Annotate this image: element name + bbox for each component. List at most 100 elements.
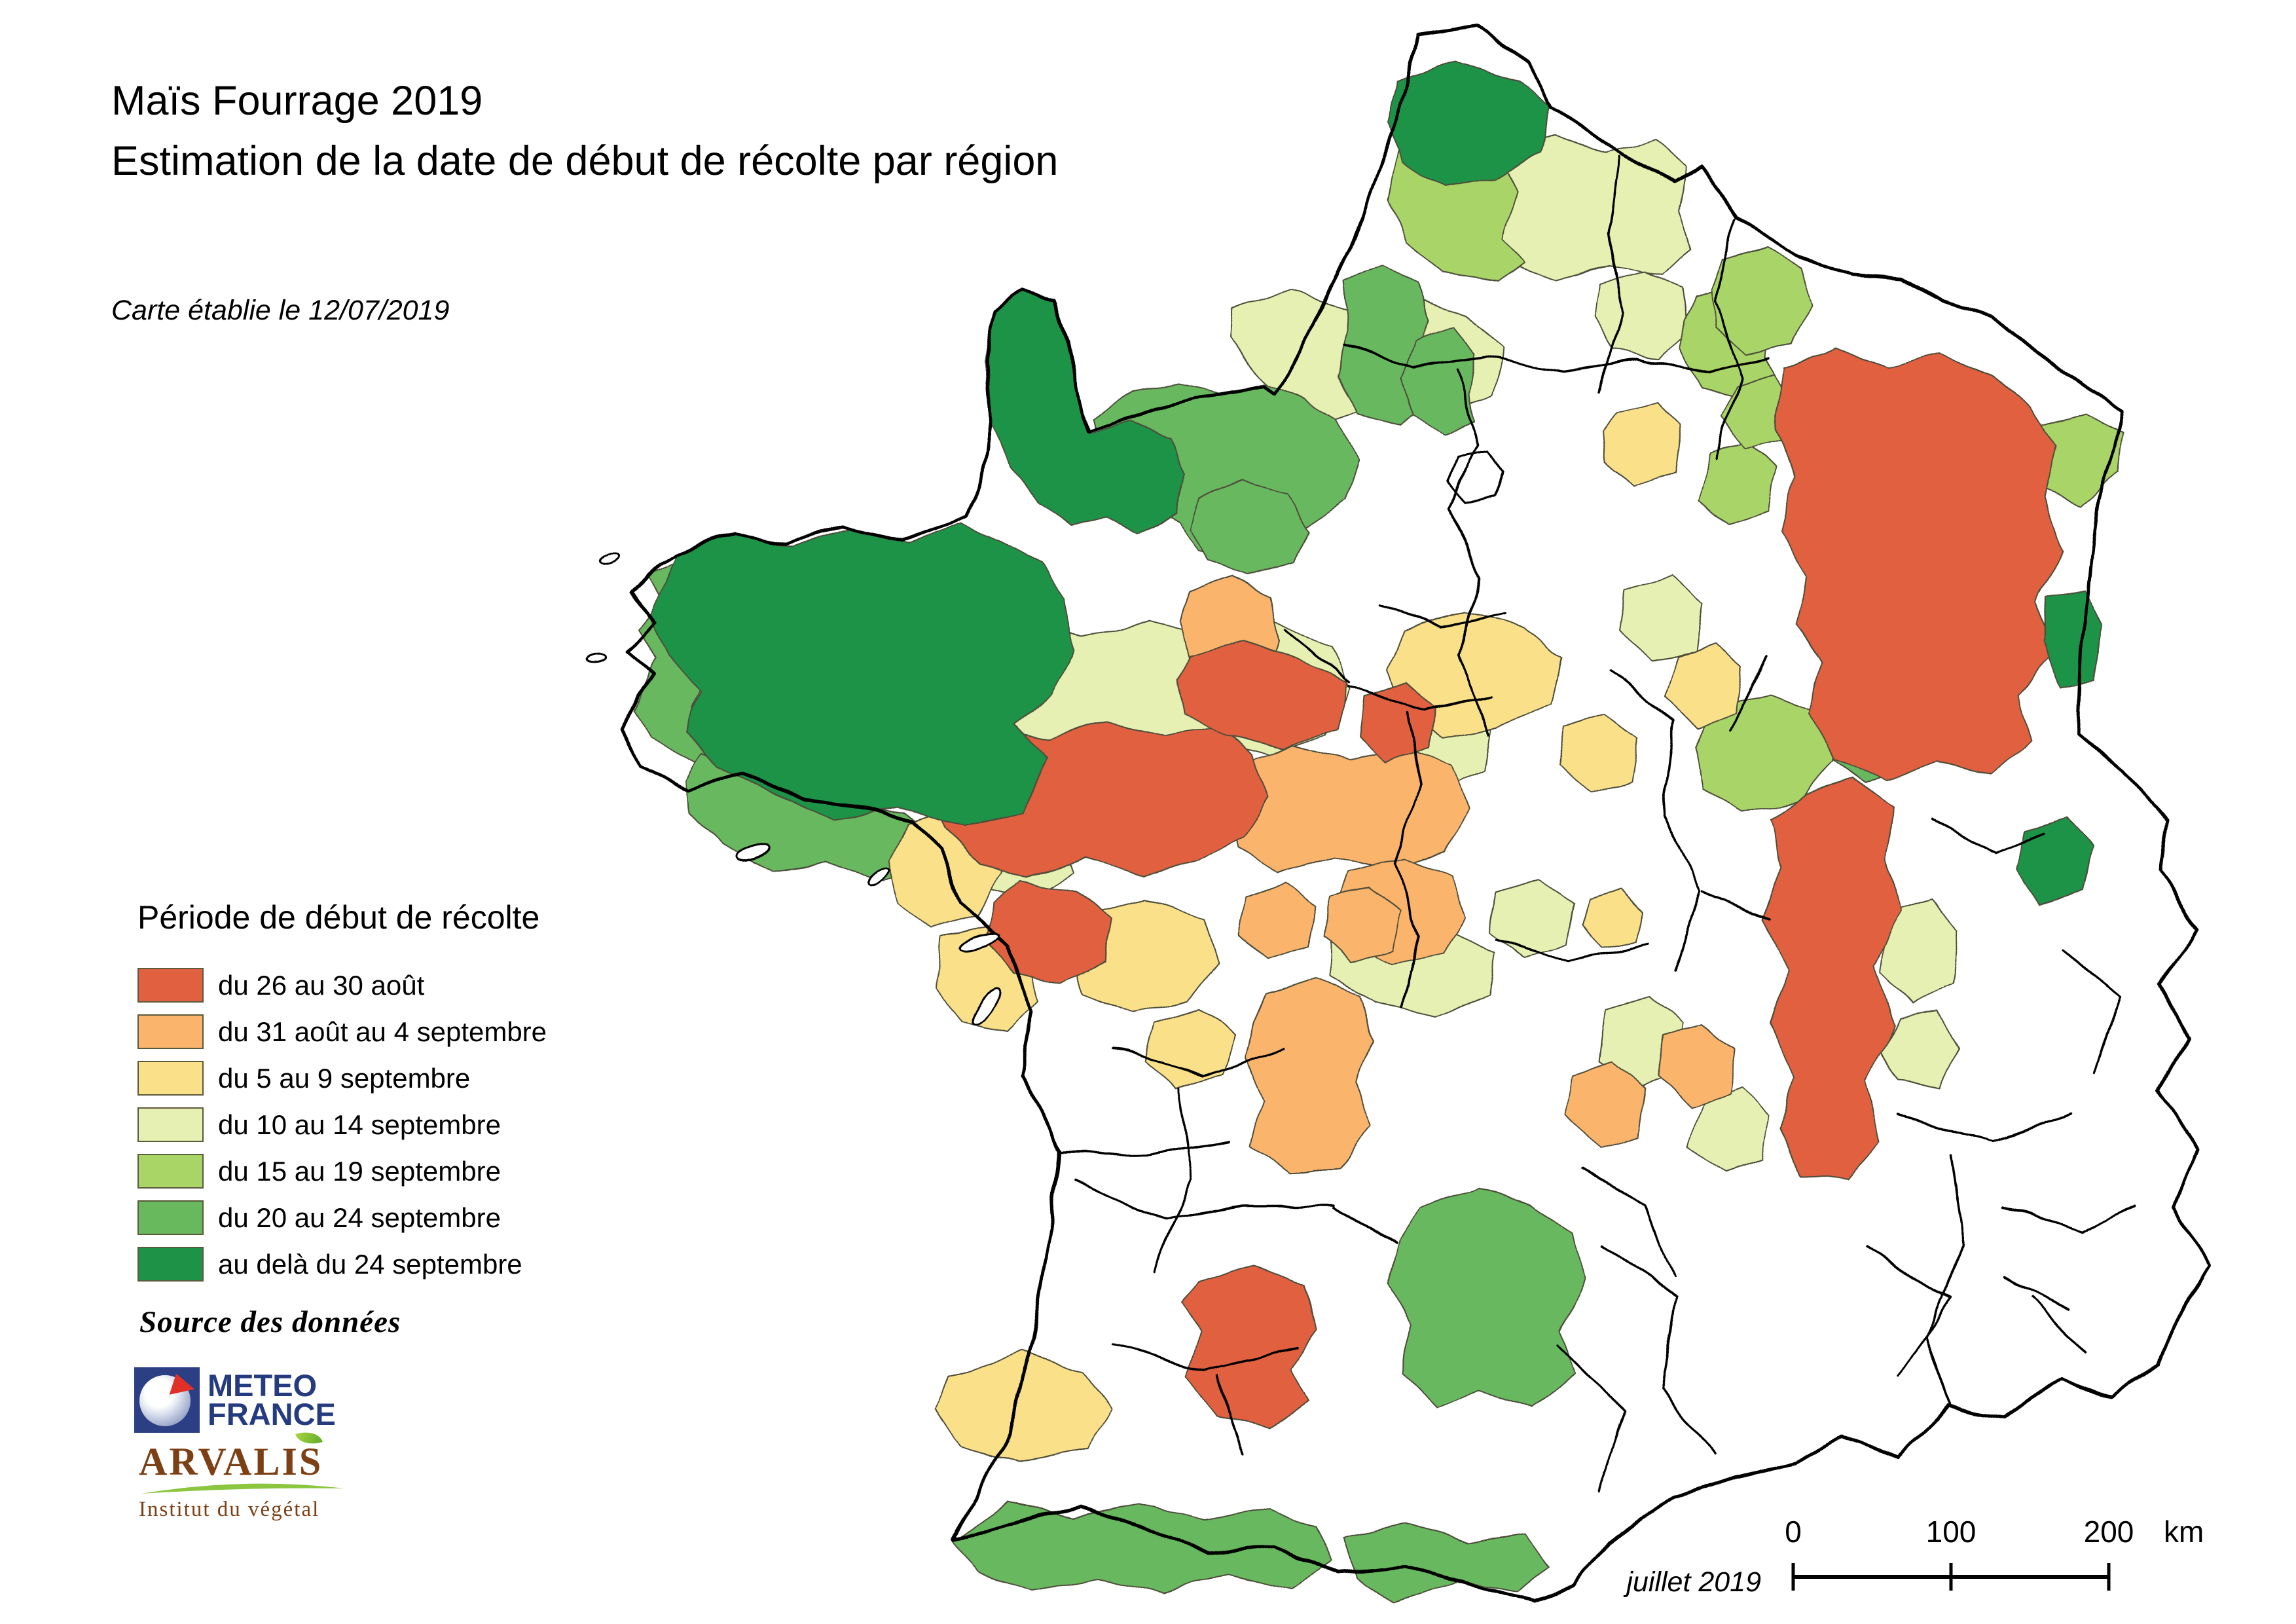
department-border (1580, 1166, 1674, 1277)
scale-bar-tick (2107, 1563, 2111, 1591)
legend: Période de début de récolte du 26 au 30 … (137, 898, 547, 1293)
department-border (1449, 451, 1504, 504)
legend-swatch (137, 1200, 204, 1235)
legend-label: du 5 au 9 septembre (218, 1062, 471, 1094)
legend-swatch (137, 1014, 204, 1049)
region-compiegne-valois (1402, 328, 1475, 434)
region-pyrenees-est (1343, 1524, 1551, 1604)
department-border (1596, 155, 1624, 394)
department-border (1557, 1342, 1625, 1494)
legend-title: Période de début de récolte (137, 899, 540, 936)
department-border (1283, 629, 1351, 684)
department-border (1447, 369, 1493, 735)
department-border (1112, 1342, 1298, 1371)
scale-bar-tick (1949, 1563, 1953, 1591)
map-edition-date: juillet 2019 (1626, 1566, 1761, 1598)
region-nivernais-pale (1489, 878, 1573, 958)
legend-item-3: du 10 au 14 septembre (137, 1107, 547, 1142)
department-border (1112, 1048, 1285, 1077)
legend-swatch (137, 1107, 204, 1142)
region-touraine-sud-2 (1360, 682, 1436, 762)
department-border (1603, 1244, 1717, 1455)
department-border (1151, 1087, 1193, 1273)
department-border (2002, 1276, 2070, 1311)
legend-item-6: au delà du 24 septembre (137, 1247, 547, 1282)
legend-swatch (137, 1154, 204, 1189)
region-marche (1225, 745, 1470, 873)
legend-label: du 31 août au 4 septembre (218, 1016, 547, 1047)
arvalis-logo: ARVALIS Institut du végétal (139, 1427, 361, 1522)
island-sein (587, 653, 607, 663)
department-border (1347, 685, 1493, 712)
department-border (2061, 948, 2123, 1075)
region-segala-aubrac (1389, 1186, 1586, 1407)
arvalis-tagline: Institut du végétal (139, 1498, 320, 1521)
region-gatine-poitevine (985, 880, 1114, 984)
region-bresse-1 (1880, 898, 1959, 1004)
page-title: Maïs Fourrage 2019 Estimation de la date… (111, 71, 1058, 191)
legend-item-2: du 5 au 9 septembre (137, 1061, 547, 1096)
department-border (2030, 1297, 2085, 1352)
legend-item-5: du 20 au 24 septembre (137, 1200, 547, 1235)
department-border (1923, 1153, 1965, 1408)
department-border (2002, 1205, 2134, 1234)
region-tarn-albigeois (1181, 1264, 1318, 1427)
legend-item-1: du 31 août au 4 septembre (137, 1014, 547, 1049)
legend-label: du 10 au 14 septembre (218, 1109, 501, 1140)
map-date-subtitle: Carte établie le 12/07/2019 (111, 295, 450, 326)
department-border (1393, 711, 1422, 1010)
meteo-france-wordmark: METEO FRANCE (208, 1368, 336, 1431)
department-border (1059, 1139, 1232, 1155)
legend-item-0: du 26 au 30 août (137, 968, 547, 1003)
page-title-line2: Estimation de la date de début de récolt… (111, 138, 1059, 184)
department-border (1216, 1375, 1245, 1456)
region-champagne-jaune-1 (1602, 402, 1682, 487)
legend-swatch (137, 968, 204, 1003)
scale-bar: 0 100 200 km (1777, 1514, 2223, 1599)
legend-label: au delà du 24 septembre (218, 1248, 522, 1280)
legend-item-4: du 15 au 19 septembre (137, 1154, 547, 1189)
page-title-line1: Maïs Fourrage 2019 (111, 78, 483, 124)
region-dombes-1 (1657, 1022, 1737, 1109)
department-border (1344, 342, 1769, 373)
region-champagne-jaune-2 (1664, 642, 1743, 729)
legend-rows: du 26 au 30 août du 31 août au 4 septembr… (137, 968, 547, 1282)
department-border (1714, 220, 1743, 460)
legend-swatch (137, 1247, 204, 1282)
meteo-france-line2: FRANCE (208, 1397, 336, 1431)
scale-unit: km (2164, 1515, 2204, 1549)
department-border (1931, 819, 2045, 854)
department-border (1702, 891, 1770, 919)
region-forez-2 (1690, 1088, 1770, 1174)
region-vosges-montagne (2041, 587, 2104, 690)
scale-tick-label-100: 100 (1925, 1515, 1977, 1549)
island-ouessant (597, 553, 621, 566)
meteo-france-sphere-icon (139, 1375, 191, 1426)
arvalis-wordmark: ARVALIS (139, 1440, 323, 1483)
department-border (1730, 655, 1768, 733)
legend-label: du 26 au 30 août (218, 969, 425, 1001)
region-nivernais (1559, 714, 1639, 794)
region-perche (1190, 481, 1310, 577)
meteo-france-line1: METEO (208, 1368, 318, 1403)
meteo-france-logo-icon (134, 1367, 200, 1433)
scale-bar-tick (1791, 1563, 1795, 1591)
region-limousin-1 (1238, 882, 1317, 960)
region-chalosse (934, 1352, 1114, 1462)
legend-label: du 20 au 24 septembre (218, 1202, 501, 1233)
region-ardennes (1711, 247, 1813, 356)
island-oleron (970, 986, 1000, 1027)
region-puisaye (1580, 889, 1645, 949)
legend-label: du 15 au 19 septembre (218, 1155, 501, 1187)
region-charentes-2 (1144, 1008, 1235, 1089)
scale-tick-label-200: 200 (2083, 1515, 2134, 1549)
island-belle-ile (735, 843, 771, 862)
region-correze-cantal (1243, 978, 1374, 1174)
department-border (1072, 1179, 1337, 1221)
scale-tick-label-0: 0 (1785, 1515, 1802, 1549)
island-re (959, 932, 1000, 951)
arvalis-swoosh-icon (141, 1483, 344, 1494)
department-border (1334, 1207, 1399, 1246)
department-border (1609, 670, 1702, 970)
